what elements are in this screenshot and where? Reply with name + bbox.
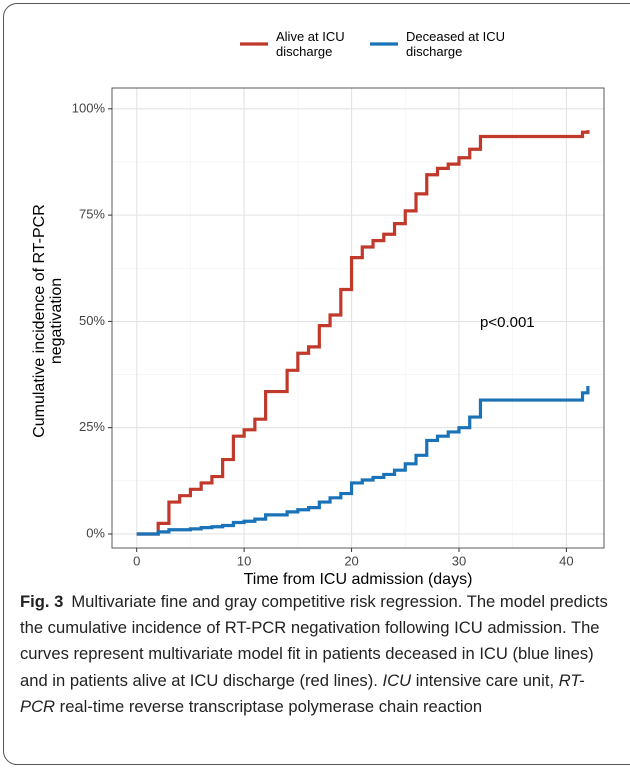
legend-label: Deceased at ICU discharge	[406, 29, 505, 59]
caption-label: Fig. 3	[20, 592, 64, 611]
y-axis-title: Cumulative incidence of RT-PCR negativat…	[31, 204, 65, 438]
y-tick-label: 75%	[79, 207, 105, 222]
panel-border	[111, 87, 605, 549]
x-tick-label: 0	[133, 553, 140, 568]
series-line	[136, 386, 590, 536]
caption: Fig. 3 Multivariate fine and gray competi…	[20, 589, 616, 720]
chart: p<0.001 Time from ICU admission (days) 0…	[72, 42, 605, 588]
x-tick-label: 40	[559, 553, 573, 568]
x-tick-label: 10	[237, 553, 251, 568]
y-tick-label: 25%	[79, 419, 105, 434]
figure-frame	[3, 3, 630, 765]
y-tick-label: 100%	[72, 100, 106, 115]
y-tick-label: 0%	[86, 525, 105, 540]
annotation: p<0.001	[480, 314, 535, 331]
abbr-term: ICU	[382, 670, 412, 690]
abbr-definition: intensive care unit,	[415, 670, 555, 690]
series-line	[136, 130, 590, 536]
x-axis-title: Time from ICU admission (days)	[244, 571, 473, 588]
panel	[112, 88, 604, 548]
legend-label: Alive at ICU discharge	[276, 29, 345, 59]
abbr-definition: real-time reverse transcriptase polymera…	[59, 696, 483, 716]
caption-text: Multivariate fine and gray competitive r…	[20, 592, 608, 690]
y-tick-label: 50%	[79, 313, 105, 328]
abbr-term: RT-PCR	[20, 670, 585, 716]
x-tick-label: 30	[452, 553, 466, 568]
x-tick-label: 20	[344, 553, 358, 568]
